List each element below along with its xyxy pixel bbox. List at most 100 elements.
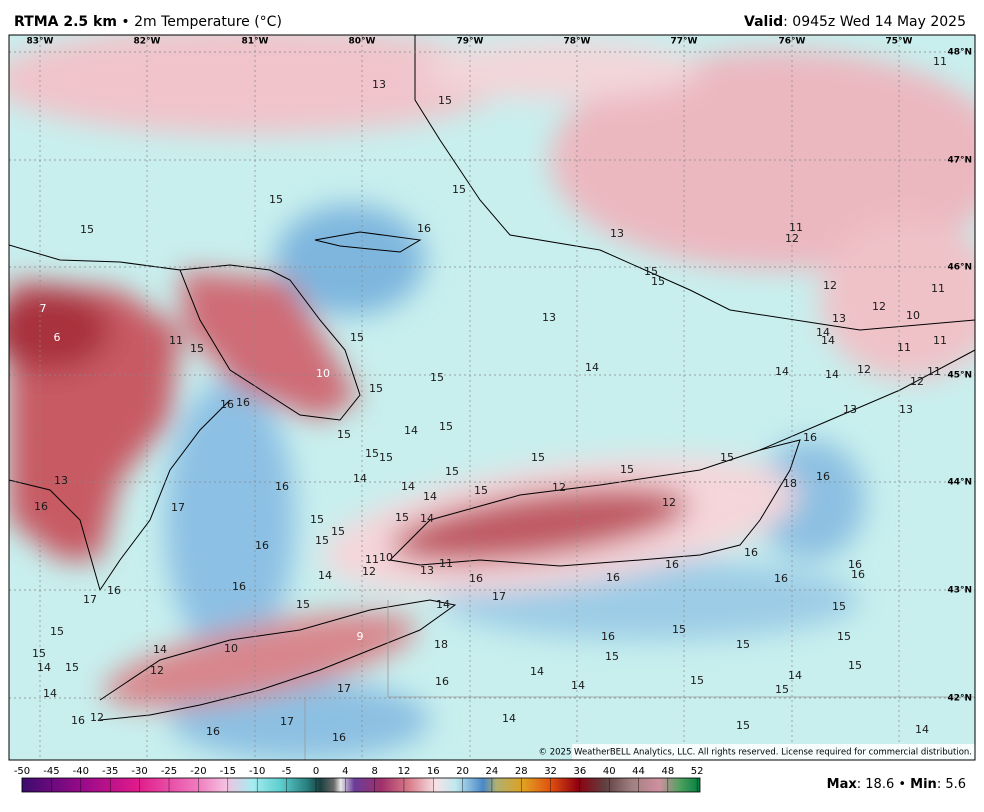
station-value: 18 xyxy=(434,638,448,651)
colorbar-tick-label: 32 xyxy=(544,766,557,777)
station-value: 15 xyxy=(430,371,444,384)
colorbar-tick-label: 48 xyxy=(661,766,674,777)
colorbar-tick-label: 28 xyxy=(515,766,528,777)
station-value: 16 xyxy=(255,539,269,552)
station-value: 12 xyxy=(150,664,164,677)
lon-label: 76°W xyxy=(779,37,806,47)
station-value: 15 xyxy=(310,513,324,526)
colorbar-tick-label: -50 xyxy=(14,766,30,777)
station-value: 16 xyxy=(848,558,862,571)
station-value: 15 xyxy=(690,674,704,687)
station-value: 17 xyxy=(280,715,294,728)
station-value: 14 xyxy=(404,424,418,437)
station-value: 15 xyxy=(736,719,750,732)
station-value: 15 xyxy=(452,183,466,196)
station-value: 16 xyxy=(601,630,615,643)
station-value: 11 xyxy=(439,557,453,570)
max-value: : 18.6 • xyxy=(857,777,910,792)
station-value: 15 xyxy=(331,525,345,538)
station-value: 16 xyxy=(275,480,289,493)
station-value: 12 xyxy=(785,232,799,245)
station-value: 14 xyxy=(153,643,167,656)
station-value: 15 xyxy=(720,451,734,464)
lat-label: 45°N xyxy=(947,371,972,381)
station-value: 16 xyxy=(220,398,234,411)
station-value: 12 xyxy=(857,363,871,376)
station-value: 14 xyxy=(788,669,802,682)
station-value: 11 xyxy=(927,365,941,378)
station-value: 12 xyxy=(90,711,104,724)
colorbar-tick-label: -10 xyxy=(249,766,265,777)
station-value: 15 xyxy=(837,630,851,643)
colorbar-tick-label: 20 xyxy=(456,766,469,777)
station-value: 14 xyxy=(825,368,839,381)
station-value: 10 xyxy=(224,642,238,655)
stats: Max: 18.6 • Min: 5.6 xyxy=(827,777,966,792)
station-value: 14 xyxy=(43,687,57,700)
station-value: 16 xyxy=(206,725,220,738)
lon-label: 78°W xyxy=(564,37,591,47)
station-value: 15 xyxy=(315,534,329,547)
station-value: 17 xyxy=(492,590,506,603)
station-value: 10 xyxy=(379,551,393,564)
station-value: 12 xyxy=(362,565,376,578)
colorbar-tick-label: -5 xyxy=(282,766,292,777)
station-value: 15 xyxy=(531,451,545,464)
station-value: 13 xyxy=(610,227,624,240)
station-value: 16 xyxy=(435,675,449,688)
colorbar-tick-label: 52 xyxy=(691,766,704,777)
station-value: 15 xyxy=(445,465,459,478)
lon-label: 81°W xyxy=(242,37,269,47)
station-value: 16 xyxy=(803,431,817,444)
station-value: 15 xyxy=(651,275,665,288)
copyright: © 2025 WeatherBELL Analytics, LLC. All r… xyxy=(539,748,972,758)
station-value: 14 xyxy=(530,665,544,678)
station-value: 14 xyxy=(821,334,835,347)
station-value: 14 xyxy=(571,679,585,692)
colorbar-tick-label: 36 xyxy=(574,766,587,777)
coastlines xyxy=(9,35,975,721)
station-value: 11 xyxy=(933,55,947,68)
station-value: 15 xyxy=(474,484,488,497)
station-value: 18 xyxy=(783,477,797,490)
colorbar-tick-label: -15 xyxy=(220,766,236,777)
station-value: 16 xyxy=(107,584,121,597)
station-value: 13 xyxy=(832,312,846,325)
station-value: 15 xyxy=(605,650,619,663)
station-value: 16 xyxy=(332,731,346,744)
station-value: 6 xyxy=(54,331,61,344)
valid: Valid: 0945z Wed 14 May 2025 xyxy=(744,14,966,30)
station-value: 17 xyxy=(337,682,351,695)
station-value: 16 xyxy=(417,222,431,235)
station-value: 14 xyxy=(816,326,830,339)
product: RTMA 2.5 km xyxy=(14,14,117,30)
station-value: 14 xyxy=(353,472,367,485)
colorbar-tick-label: 16 xyxy=(427,766,440,777)
colorbar-tick-label: 24 xyxy=(486,766,499,777)
station-value: 15 xyxy=(438,94,452,107)
lon-label: 83°W xyxy=(27,37,54,47)
colorbar-tick-label: -40 xyxy=(73,766,89,777)
lat-label: 42°N xyxy=(947,694,972,704)
colorbar-tick-label: -20 xyxy=(190,766,206,777)
colorbar-tick-label: -25 xyxy=(161,766,177,777)
station-value: 16 xyxy=(665,558,679,571)
station-value: 15 xyxy=(190,342,204,355)
lat-label: 43°N xyxy=(947,586,972,596)
station-value: 14 xyxy=(585,361,599,374)
station-value: 10 xyxy=(316,367,330,380)
station-value: 15 xyxy=(395,511,409,524)
colorbar-tick-label: 44 xyxy=(632,766,645,777)
station-value: 15 xyxy=(50,625,64,638)
station-value: 15 xyxy=(644,265,658,278)
lon-label: 82°W xyxy=(134,37,161,47)
field: • 2m Temperature (°C) xyxy=(117,14,282,30)
station-value: 16 xyxy=(816,470,830,483)
header: RTMA 2.5 km • 2m Temperature (°C) Valid:… xyxy=(14,14,966,30)
station-value: 7 xyxy=(40,302,47,315)
station-value: 13 xyxy=(54,474,68,487)
station-value: 12 xyxy=(823,279,837,292)
station-value: 13 xyxy=(542,311,556,324)
lon-label: 80°W xyxy=(349,37,376,47)
station-value: 12 xyxy=(552,481,566,494)
